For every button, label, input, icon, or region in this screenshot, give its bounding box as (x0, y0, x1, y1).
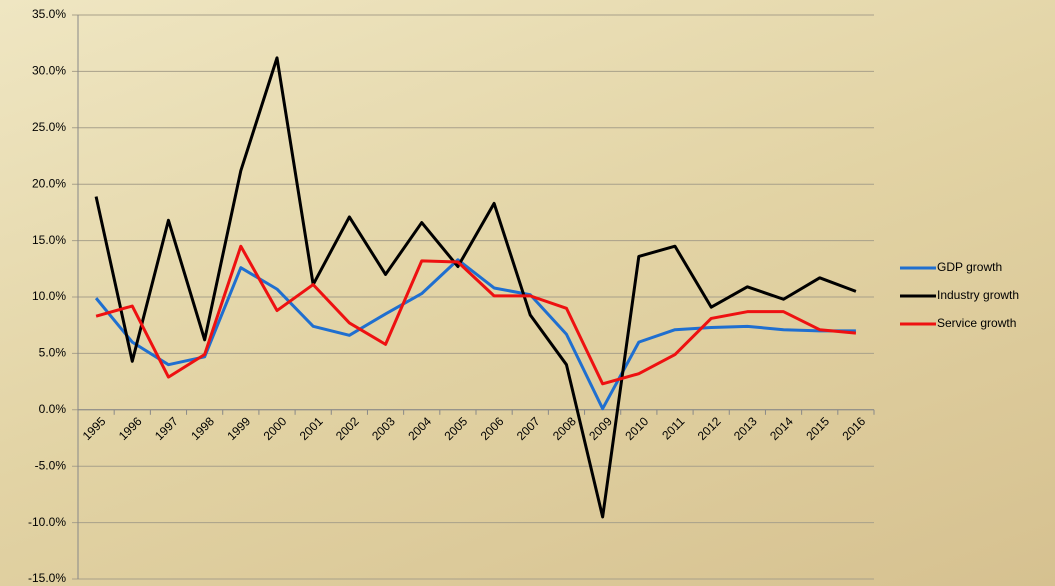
x-tick-label: 1996 (116, 414, 145, 443)
x-tick-label: 2012 (695, 414, 724, 443)
x-tick-label: 2011 (659, 414, 687, 442)
x-tick-label: 1999 (224, 414, 253, 443)
x-tick-label: 2002 (333, 414, 362, 443)
x-tick-label: 2008 (550, 414, 579, 443)
x-tick-label: 2010 (622, 414, 651, 443)
y-tick-label: 5.0% (39, 346, 67, 360)
legend-label: Service growth (937, 316, 1016, 330)
y-tick-label: -5.0% (35, 458, 67, 472)
x-tick-label: 1995 (80, 414, 109, 443)
y-tick-label: 25.0% (32, 120, 66, 134)
x-tick-label: 2003 (369, 414, 398, 443)
x-tick-label: 2004 (405, 414, 434, 443)
x-tick-label: 2013 (731, 414, 760, 443)
x-tick-label: 2014 (767, 414, 796, 443)
chart: -15.0% -10.0% -5.0% 0.0% 5.0% 10.0% 15.0% 20.0%… (0, 0, 1055, 586)
x-tick-label: 2009 (586, 414, 615, 443)
x-tick-label: 2005 (441, 414, 470, 443)
x-tick-label: 2001 (297, 414, 326, 443)
y-tick-label: 0.0% (39, 402, 67, 416)
series-line (96, 58, 856, 517)
legend-label: Industry growth (937, 288, 1019, 302)
x-tick-label: 2007 (514, 414, 543, 443)
x-tick-label: 2015 (803, 414, 832, 443)
y-tick-label: 10.0% (32, 289, 66, 303)
x-tick-label: 1998 (188, 414, 217, 443)
y-tick-label: -15.0% (28, 571, 66, 585)
y-tick-label: 30.0% (32, 64, 66, 78)
legend-label: GDP growth (937, 260, 1002, 274)
y-tick-label: 15.0% (32, 233, 66, 247)
x-tick-label: 2000 (261, 414, 290, 443)
x-tick-label: 1997 (152, 414, 181, 443)
x-tick-label: 2016 (839, 414, 868, 443)
y-tick-label: -10.0% (28, 515, 66, 529)
y-tick-label: 35.0% (32, 7, 66, 21)
y-tick-label: 20.0% (32, 176, 66, 190)
x-tick-label: 2006 (478, 414, 507, 443)
